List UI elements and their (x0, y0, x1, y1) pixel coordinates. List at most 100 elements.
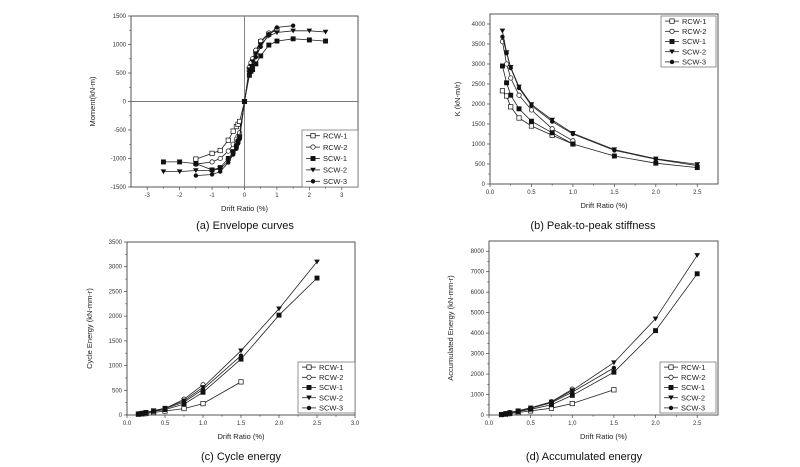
x-tick-label: 1 (275, 193, 279, 199)
legend-item: SCW-2 (664, 393, 705, 402)
caption: (a) Envelope curves (196, 220, 294, 232)
y-tick-label: 2500 (472, 82, 486, 88)
y-tick-label: 0 (481, 413, 485, 419)
legend-label: SCW-3 (681, 404, 705, 413)
data-point-scw-2 (249, 59, 256, 65)
x-tick-label: 2.0 (652, 190, 661, 196)
legend-item: RCW-1 (664, 363, 705, 372)
y-axis-label: Accumulated Energy (kN-mm-r) (446, 275, 455, 381)
legend-item: SCW-3 (302, 404, 343, 413)
panel-envelope-curves: (a) Envelope curves -3 -2 -1 0 1 2 3 -1500 -1000… (88, 14, 359, 232)
legend-label: SCW-2 (682, 47, 706, 56)
data-point-scw-2 (276, 306, 282, 312)
data-point-rcw-1 (209, 150, 215, 156)
series-scw-3 (136, 353, 244, 417)
data-point-scw-3 (238, 353, 244, 358)
data-point-scw-1 (323, 38, 329, 44)
data-point-rcw-1 (569, 400, 575, 407)
y-tick-label: 0 (119, 413, 123, 419)
legend-item: SCW-1 (664, 383, 705, 392)
y-axis-label: Moment(kN-m) (88, 76, 97, 127)
y-tick-label: 0 (482, 182, 486, 188)
y-tick-label: 1500 (472, 122, 486, 128)
panel-cycle-energy: (c) Cycle energy 0.0 0.5 1.0 1.5 2.0 2.5 3.0 0 5… (85, 240, 360, 463)
data-point-scw-1 (310, 156, 316, 161)
data-point-scw-1 (694, 271, 700, 277)
legend-item: SCW-1 (665, 37, 706, 46)
legend-item: RCW-2 (306, 143, 347, 152)
data-point-rcw-1 (508, 104, 514, 110)
data-point-scw-3 (612, 148, 617, 153)
legend-item: RCW-1 (306, 131, 347, 140)
series-line-scw-1 (502, 65, 698, 168)
data-point-scw-3 (274, 25, 280, 30)
legend-item: RCW-2 (665, 27, 706, 36)
x-tick-label: 2.5 (313, 421, 322, 427)
legend-label: RCW-1 (681, 363, 705, 372)
data-point-scw-3 (499, 412, 504, 417)
data-point-scw-1 (177, 159, 183, 165)
y-tick-label: 2000 (109, 314, 123, 320)
data-point-scw-3 (136, 411, 141, 417)
legend-label: RCW-1 (323, 131, 347, 140)
data-point-scw-3 (258, 44, 263, 49)
data-point-scw-3 (508, 65, 513, 71)
data-point-rcw-1 (193, 156, 199, 162)
data-point-scw-3 (570, 389, 575, 395)
x-tick-label: 0.5 (161, 421, 170, 427)
y-tick-label: 3000 (471, 352, 485, 358)
legend-item: SCW-3 (664, 404, 705, 413)
data-point-rcw-2 (209, 159, 215, 165)
x-tick-label: -1 (209, 193, 215, 199)
data-point-scw-2 (310, 167, 316, 173)
x-tick-label: 0.0 (123, 421, 132, 427)
legend-label: SCW-1 (319, 383, 343, 392)
data-point-scw-3 (570, 131, 576, 137)
data-point-rcw-2 (668, 374, 674, 380)
plot-frame (489, 13, 719, 185)
y-tick-label: 3500 (472, 42, 486, 48)
y-tick-label: 500 (475, 162, 486, 168)
data-point-scw-3 (653, 157, 659, 162)
data-point-scw-3 (529, 103, 534, 108)
y-tick-label: 1000 (109, 364, 123, 370)
data-point-scw-1 (266, 42, 272, 48)
data-point-scw-2 (290, 28, 296, 34)
data-point-scw-1 (653, 160, 659, 166)
data-point-scw-3 (151, 408, 156, 413)
x-tick-label: 2.0 (651, 421, 660, 427)
data-point-scw-2 (668, 395, 674, 401)
data-point-rcw-1 (200, 401, 206, 407)
legend-item: SCW-3 (306, 177, 347, 186)
x-tick-label: 3 (340, 193, 344, 199)
x-tick-label: 2 (308, 193, 312, 199)
data-point-rcw-1 (528, 123, 535, 129)
data-point-scw-2 (193, 168, 199, 174)
legend-label: SCW-2 (323, 166, 347, 175)
data-point-scw-2 (306, 395, 312, 401)
data-point-rcw-1 (230, 128, 236, 134)
legend-item: SCW-2 (302, 393, 343, 402)
y-tick-label: 3500 (109, 240, 123, 246)
data-point-rcw-2 (669, 28, 675, 34)
data-point-scw-3 (549, 119, 555, 124)
data-point-scw-2 (176, 169, 183, 175)
data-point-scw-3 (237, 136, 242, 142)
data-point-scw-3 (217, 169, 223, 174)
data-point-scw-3 (181, 399, 187, 405)
data-point-scw-1 (193, 161, 199, 167)
series-line-scw-3 (502, 36, 698, 166)
legend-label: SCW-1 (323, 154, 347, 163)
data-point-scw-3 (306, 405, 312, 411)
data-point-scw-3 (266, 32, 272, 37)
legend-item: SCW-3 (665, 58, 706, 67)
data-point-scw-3 (503, 411, 508, 416)
y-tick-label: 7000 (471, 270, 485, 276)
data-point-scw-1 (549, 130, 555, 136)
data-point-scw-3 (226, 160, 231, 165)
data-point-scw-1 (611, 369, 617, 375)
data-point-scw-1 (290, 36, 296, 42)
